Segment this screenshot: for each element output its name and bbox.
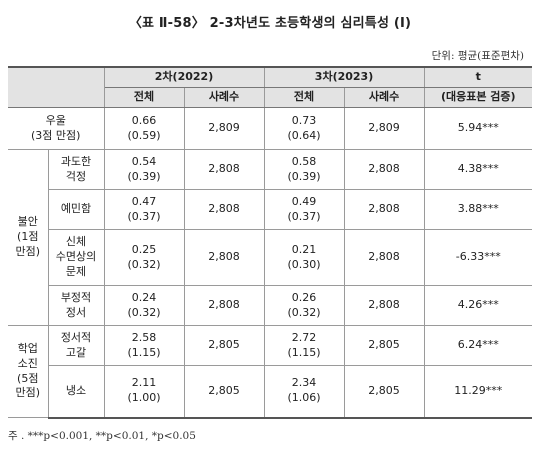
row-label: 우울 (3점 만점) — [8, 107, 105, 150]
w3-cases: 2,808 — [343, 189, 425, 230]
table-row: 불안 (1점 만점) 과도한 걱정 0.54 (0.39) 2,808 0.58(… — [8, 149, 533, 326]
w2-mean-cell: 0.54 (0.39) — [103, 149, 185, 190]
w3-cases: 2,805 — [343, 365, 425, 419]
w2-sd: (1.15) — [127, 345, 161, 359]
w3-sd: (1.06) — [287, 391, 321, 405]
table-row: 우울 (3점 만점) 0.66 (0.59) 2,809 0.73 (0.64) 2… — [8, 107, 533, 150]
table-row: 예민함 0.47 (0.37) 2,808 0.49 (0.37) 2,808 3.… — [8, 189, 533, 230]
t-value: 11.29*** — [423, 365, 533, 419]
w2-mean-cell: 0.66 (0.59) — [103, 107, 185, 150]
w3-mean-cell: 2.34 (1.06) — [263, 365, 345, 419]
w3-mean-cell: 0.58 (0.39) — [263, 149, 345, 190]
table-row: 신체 수면상의 문제 0.25 (0.32) 2,808 0.21 (0.30) 2… — [8, 229, 533, 286]
w2-mean: 0.54 — [131, 154, 157, 168]
w2-mean-cell: 0.25 (0.32) — [103, 229, 185, 286]
header-total-w2: 전체 — [103, 87, 185, 108]
row-label: 예민함 — [47, 189, 105, 230]
w3-cases: 2,808 — [343, 229, 425, 286]
w3-mean-cell: 0.73 (0.64) — [263, 107, 345, 150]
w3-sd: (0.30) — [287, 257, 321, 271]
w2-mean: 2.58 — [131, 330, 157, 344]
w3-cases: 2,808 — [343, 285, 425, 326]
w3-mean: 0.49 — [291, 194, 317, 208]
header-wave3: 3차(2023) — [263, 66, 425, 88]
w2-cases: 2,808 — [183, 285, 265, 326]
header-t-sub: (대응표본 검증) — [423, 87, 533, 108]
table-row: 부정적 정서 0.24 (0.32) 2,808 0.26 (0.32) 2,808… — [8, 285, 533, 326]
w3-mean-cell: 2.72 (1.15) — [263, 325, 345, 366]
w2-mean: 0.25 — [131, 242, 157, 256]
w3-sd: (0.39) — [287, 169, 321, 183]
t-value: 5.94*** — [423, 107, 533, 150]
header-row-1: 2차(2022) 3차(2023) t — [8, 66, 533, 108]
w2-mean: 0.66 — [131, 113, 157, 127]
header-wave2: 2차(2022) — [103, 66, 265, 88]
header-corner — [8, 66, 105, 108]
w3-mean-cell: 0.49 (0.37) — [263, 189, 345, 230]
w2-sd: (0.39) — [127, 169, 161, 183]
table-footnote: 주 . ***p<0.001, **p<0.01, *p<0.05 — [8, 430, 196, 442]
w2-sd: (0.37) — [127, 209, 161, 223]
w2-cases: 2,808 — [183, 189, 265, 230]
header-row-2: 전체 사례수 전체 사례수 (대응표본 검증) — [8, 87, 533, 108]
row-label: 신체 수면상의 문제 — [47, 229, 105, 286]
w2-sd: (0.32) — [127, 305, 161, 319]
group-burnout: 학업 소진 (5점 만점) — [8, 325, 49, 418]
header-cases-w2: 사례수 — [183, 87, 265, 108]
w3-sd: (0.37) — [287, 209, 321, 223]
row-label: 과도한 걱정 — [47, 149, 105, 190]
row-label: 정서적 고갈 — [47, 325, 105, 366]
w3-mean: 2.34 — [291, 376, 317, 390]
w3-sd: (0.64) — [287, 128, 321, 142]
group-anxiety: 불안 (1점 만점) — [8, 149, 49, 326]
w2-sd: (0.32) — [127, 257, 161, 271]
header-total-w3: 전체 — [263, 87, 345, 108]
table-row: 학업 소진 (5점 만점) 정서적 고갈 2.58 (1.15) 2,805 2.… — [8, 325, 533, 418]
w3-mean: 0.26 — [291, 290, 317, 304]
w2-cases: 2,809 — [183, 107, 265, 150]
w2-sd: (1.00) — [127, 391, 161, 405]
header-cases-w3: 사례수 — [343, 87, 425, 108]
w3-mean: 0.58 — [291, 154, 317, 168]
w3-cases: 2,809 — [343, 107, 425, 150]
w2-cases: 2,808 — [183, 229, 265, 286]
w3-mean-cell: 0.26 (0.32) — [263, 285, 345, 326]
w3-cases: 2,808 — [343, 149, 425, 190]
w3-cases: 2,805 — [343, 325, 425, 366]
w2-mean-cell: 0.24 (0.32) — [103, 285, 185, 326]
w2-sd: (0.59) — [127, 128, 161, 142]
header-t: t — [423, 66, 533, 88]
w3-mean-cell: 0.21 (0.30) — [263, 229, 345, 286]
t-value: 6.24*** — [423, 325, 533, 366]
w2-mean: 2.11 — [131, 376, 157, 390]
table-row: 냉소 2.11 (1.00) 2,805 2.34 (1.06) 2,805 11.… — [8, 365, 533, 419]
t-value: 3.88*** — [423, 189, 533, 230]
w3-mean: 0.73 — [291, 113, 317, 127]
w3-mean: 0.21 — [291, 242, 317, 256]
t-value: 4.26*** — [423, 285, 533, 326]
w2-mean-cell: 2.11 (1.00) — [103, 365, 185, 419]
unit-label: 단위: 평균(표준편차) — [431, 50, 524, 62]
w2-cases: 2,805 — [183, 325, 265, 366]
w3-sd: (0.32) — [287, 305, 321, 319]
t-value: 4.38*** — [423, 149, 533, 190]
row-label: 냉소 — [47, 365, 105, 419]
row-label: 부정적 정서 — [47, 285, 105, 326]
w2-cases: 2,808 — [183, 149, 265, 190]
table-title: 〈표 Ⅱ-58〉 2-3차년도 초등학생의 심리특성 (Ⅰ) — [128, 16, 412, 31]
w2-mean: 0.24 — [131, 290, 157, 304]
w2-mean-cell: 2.58 (1.15) — [103, 325, 185, 366]
t-value: -6.33*** — [423, 229, 533, 286]
w2-mean: 0.47 — [131, 194, 157, 208]
psych-table: 2차(2022) 3차(2023) t 전체 사례수 전체 사례수 (대응표본 … — [8, 66, 533, 419]
w2-cases: 2,805 — [183, 365, 265, 419]
w3-sd: (1.15) — [287, 345, 321, 359]
w3-mean: 2.72 — [291, 330, 317, 344]
w2-mean-cell: 0.47 (0.37) — [103, 189, 185, 230]
